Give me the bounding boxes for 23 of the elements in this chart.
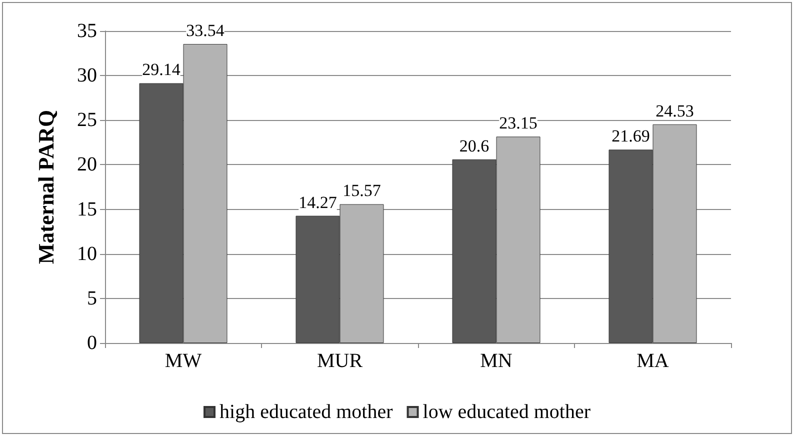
y-tick-label: 5: [87, 287, 97, 310]
y-axis-title: Maternal PARQ: [34, 110, 58, 264]
y-tick-label: 30: [77, 64, 97, 87]
y-tick-label: 25: [77, 109, 97, 132]
x-tick-label: MW: [164, 350, 202, 372]
data-label: 21.69: [612, 126, 650, 146]
data-label: 20.6: [459, 136, 490, 156]
data-label: 23.15: [499, 114, 538, 133]
legend-label: high educated mother: [220, 401, 394, 423]
y-tick-label: 15: [77, 198, 97, 220]
y-tick-label: 10: [77, 242, 97, 265]
data-label: 33.54: [186, 21, 225, 40]
data-label: 14.27: [298, 192, 338, 212]
x-tick-label: MA: [636, 350, 670, 372]
y-tick-label: 20: [77, 154, 97, 176]
data-label: 15.57: [342, 181, 382, 200]
y-tick-label: 35: [77, 20, 97, 42]
y-tick-label: 0: [87, 332, 97, 354]
x-tick-label: MUR: [316, 350, 364, 372]
data-label: 29.14: [142, 60, 181, 80]
legend-label: low educated mother: [422, 401, 591, 423]
data-label: 24.53: [656, 101, 694, 120]
x-tick-label: MN: [480, 350, 512, 372]
